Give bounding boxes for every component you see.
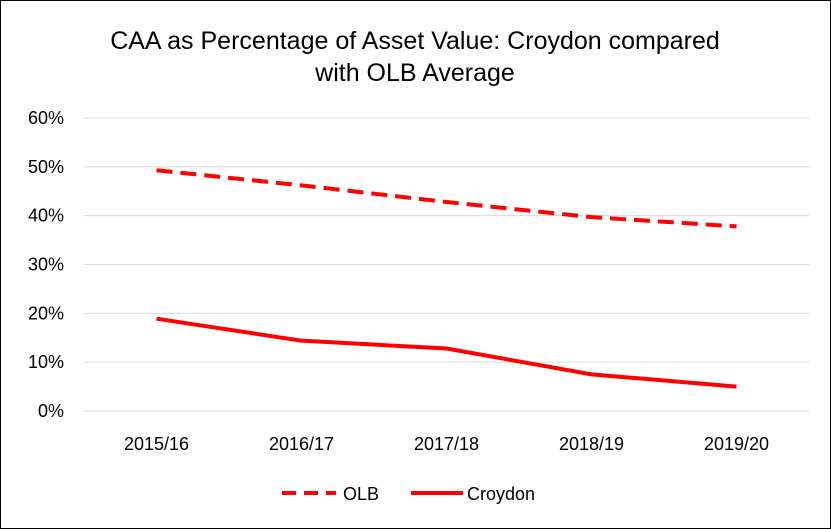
legend-label-croydon: Croydon — [467, 484, 535, 504]
y-tick-label: 0% — [38, 401, 64, 421]
y-axis-tick-labels: 0% 10% 20% 30% 40% 50% 60% — [28, 108, 64, 421]
y-tick-label: 10% — [28, 352, 64, 372]
x-tick-label: 2018/19 — [559, 434, 624, 454]
y-tick-label: 30% — [28, 255, 64, 275]
series-line-croydon — [156, 316, 737, 389]
series-line-olb — [156, 168, 737, 229]
y-tick-label: 60% — [28, 108, 64, 128]
x-tick-label: 2017/18 — [414, 434, 479, 454]
y-tick-label: 20% — [28, 303, 64, 323]
y-tick-label: 50% — [28, 157, 64, 177]
x-tick-label: 2016/17 — [269, 434, 334, 454]
chart-title-line: with OLB Average — [314, 59, 515, 87]
data-series — [156, 168, 737, 389]
gridlines — [84, 117, 809, 412]
chart-title: CAA as Percentage of Asset Value: Croydo… — [110, 27, 720, 87]
x-tick-label: 2015/16 — [124, 434, 189, 454]
x-tick-label: 2019/20 — [704, 434, 769, 454]
chart-title-line: CAA as Percentage of Asset Value: Croydo… — [110, 27, 720, 55]
x-axis-tick-labels: 2015/16 2016/17 2017/18 2018/19 2019/20 — [124, 434, 769, 454]
legend-label-olb: OLB — [343, 484, 379, 504]
y-tick-label: 40% — [28, 206, 64, 226]
legend: OLB Croydon — [282, 484, 535, 504]
